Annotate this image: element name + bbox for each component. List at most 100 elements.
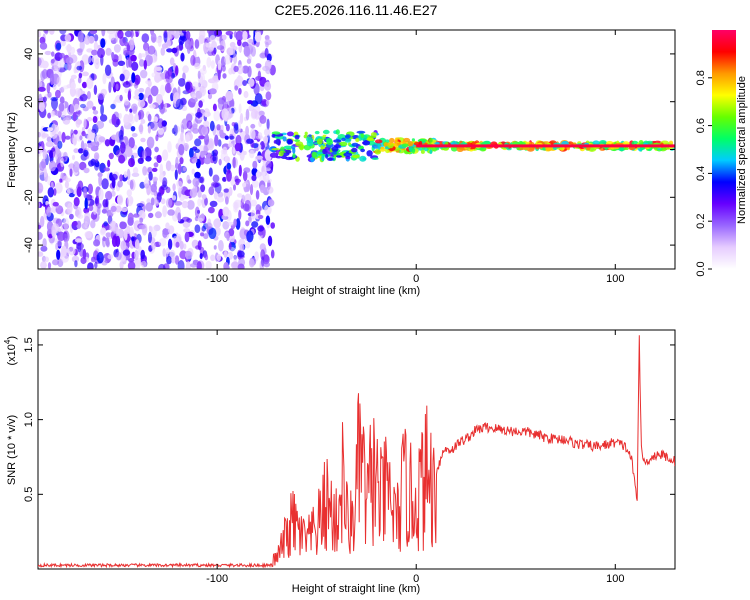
spectrogram-cell (87, 262, 94, 269)
spectrogram-cell (45, 141, 54, 148)
spectrogram-cell (52, 83, 57, 90)
spectrogram-cell (98, 188, 104, 201)
spectrogram-cell (245, 220, 250, 227)
spectrogram-cell (123, 229, 128, 241)
spectrogram-cell (183, 228, 191, 233)
spectrogram-cell (148, 171, 153, 181)
spectrogram-cell (196, 261, 202, 269)
spectrogram-cell (51, 51, 55, 57)
spectrogram-cell (146, 198, 151, 204)
spectrogram-cell (165, 74, 173, 84)
spectrogram-cell (271, 133, 276, 138)
spectrogram-cell (58, 102, 65, 112)
spectrogram-cell (101, 178, 109, 190)
snr-x-tick-label: 0 (413, 573, 419, 585)
spectrogram-cell (128, 258, 135, 263)
spectrogram-cell (42, 96, 47, 103)
spectrogram-cell (239, 113, 244, 125)
spectrogram-cell (226, 162, 232, 170)
spectrogram-cell (243, 90, 249, 99)
spectrogram-cell (237, 39, 242, 46)
spectrogram-cell (112, 59, 119, 67)
spectrogram-cell (265, 215, 271, 225)
spectrogram-cell (97, 92, 105, 100)
spectrogram-cell (190, 263, 198, 268)
spectrogram-cell (49, 30, 55, 35)
spectrogram-cell (118, 154, 126, 164)
spectrogram-cell (131, 61, 139, 71)
spectrogram-cell (77, 48, 83, 56)
spectrogram-cell (137, 99, 146, 108)
spectrogram-cell (341, 137, 346, 142)
spectrogram-cell (165, 222, 170, 230)
spectrogram-cell (255, 190, 260, 200)
spectrogram-cell (295, 141, 304, 147)
spectrogram-cell (76, 65, 83, 71)
snr-x-ticks: -100 0 100 (206, 330, 624, 585)
spectrogram-cell (280, 146, 285, 153)
spectrogram-cell (103, 167, 111, 172)
spectrogram-cell (336, 155, 342, 158)
spectrogram-cell (75, 119, 83, 125)
spectrogram-cell (93, 34, 99, 42)
spectrogram-cell (156, 93, 163, 105)
spectrogram-cell (192, 158, 198, 164)
spectrogram-cell (262, 65, 270, 72)
spectrogram-cell (247, 100, 254, 105)
spectrogram-cell (203, 157, 212, 165)
spectrogram-cell (138, 87, 145, 93)
spectrogram-cell (224, 54, 231, 65)
spectrogram-cell (179, 240, 184, 250)
spectrogram-cell (160, 47, 166, 56)
spectrogram-cell (101, 208, 107, 214)
spectrogram-cell (159, 84, 166, 97)
spectrogram-cell (125, 70, 130, 78)
spectrogram-cell (259, 243, 266, 251)
spectrogram-cell (264, 35, 270, 41)
spectrogram-cell (197, 240, 202, 251)
spectrogram-cell (47, 262, 52, 269)
spectrogram-cell (78, 72, 83, 79)
spectrogram-cell (129, 226, 134, 238)
spectrogram-cell (167, 30, 175, 39)
spectrogram-cell (209, 200, 218, 208)
spectrogram-cell (267, 186, 274, 194)
spectrogram-cell (122, 64, 126, 75)
spectrogram-cell (213, 218, 222, 229)
spectrogram-cell (69, 213, 74, 220)
spectrogram-cell (242, 182, 247, 188)
spectrogram-cell (185, 30, 191, 40)
spectrogram-cell (147, 113, 152, 122)
spectrogram-cell (151, 167, 158, 172)
spectrogram-cell (68, 193, 75, 198)
spectrogram-cell (72, 111, 77, 122)
spectrogram-cell (135, 261, 143, 267)
spectrogram-cell (55, 89, 61, 99)
colorbar-ticks: 0.0 0.2 0.4 0.6 0.8 (695, 70, 712, 277)
spectrogram-cell (102, 73, 107, 85)
spectrogram-cell (73, 197, 80, 207)
spectrogram-cell (38, 182, 44, 194)
spectrogram-cell (128, 157, 135, 168)
spectrogram-cell (259, 115, 267, 124)
spectrogram-cell (212, 174, 220, 183)
spectrogram-cell (225, 30, 234, 36)
spectrogram-cell (131, 236, 135, 242)
spectrogram-cell (366, 150, 373, 157)
spectrogram-cell (251, 180, 259, 188)
spectrogram-cell (333, 139, 342, 143)
spectrogram-cell (216, 124, 221, 131)
spectrogram-cell (282, 136, 287, 142)
spectrogram-y-tick-label: 20 (23, 96, 35, 108)
spectrogram-cell (87, 183, 94, 195)
spectrogram-cell (222, 176, 227, 182)
spectrogram-cell (204, 253, 209, 261)
spectrogram-cell (255, 155, 263, 160)
spectrogram-cell (304, 131, 308, 136)
spectrogram-cell (229, 135, 235, 140)
spectrogram-cell (280, 155, 288, 159)
spectrogram-cell (185, 250, 193, 260)
spectrogram-cell (171, 256, 176, 264)
spectrogram-cell (157, 127, 165, 135)
spectrogram-cell (275, 149, 280, 156)
